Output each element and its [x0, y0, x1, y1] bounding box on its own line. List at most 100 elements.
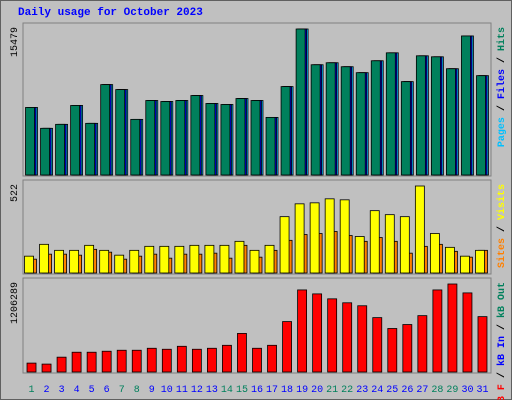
bar: [234, 240, 245, 274]
bar: [477, 316, 488, 373]
legend: Sites / Visits: [496, 184, 508, 268]
bar: [115, 89, 126, 176]
legend-separator: /: [496, 51, 508, 69]
bar: [131, 349, 142, 373]
y-tick-label: 522: [10, 184, 21, 202]
bar: [294, 203, 305, 274]
bar: [174, 245, 185, 274]
bar: [282, 321, 292, 373]
bar: [327, 298, 338, 373]
bar: [340, 66, 351, 176]
x-tick-label: 28: [431, 385, 443, 396]
x-tick-label: 9: [149, 385, 155, 396]
bar: [357, 305, 368, 373]
y-tick-label: 1206289: [10, 282, 21, 324]
bar: [309, 202, 320, 274]
x-tick-label: 14: [221, 385, 233, 396]
bar: [40, 127, 50, 176]
bar: [24, 255, 34, 274]
x-tick-label: 3: [59, 385, 65, 396]
x-tick-label: 8: [134, 385, 140, 396]
y-tick-label: 15479: [10, 27, 21, 57]
bar: [26, 362, 37, 373]
bar: [189, 244, 200, 274]
bar: [85, 122, 96, 176]
x-tick-label: 24: [371, 385, 383, 396]
bar: [354, 236, 365, 274]
legend-separator: /: [496, 99, 508, 117]
x-tick-label: 20: [311, 385, 323, 396]
bar: [25, 107, 35, 176]
bar: [56, 356, 67, 373]
bar: [191, 348, 202, 373]
bar: [190, 95, 201, 176]
bar: [280, 86, 291, 176]
bar: [324, 198, 335, 274]
bar: [430, 56, 441, 176]
legend-entry: Sites: [496, 238, 508, 268]
bar: [159, 245, 170, 274]
x-tick-label: 4: [74, 385, 80, 396]
bar: [250, 100, 261, 176]
bar: [86, 351, 97, 373]
x-tick-label: 18: [281, 385, 293, 396]
bar: [55, 123, 65, 176]
legend-entry: kB In: [496, 336, 508, 366]
bar: [267, 344, 277, 373]
bar: [415, 55, 426, 176]
bar: [39, 243, 49, 274]
x-tick-label: 23: [356, 385, 368, 396]
bar: [264, 244, 275, 274]
bar: [84, 244, 95, 274]
bar: [370, 60, 381, 176]
bar: [237, 333, 247, 373]
bar: [160, 101, 171, 176]
bar: [372, 317, 383, 373]
bar: [129, 249, 140, 274]
bar: [399, 216, 410, 274]
bar: [205, 103, 216, 176]
x-tick-label: 26: [401, 385, 413, 396]
legend-separator: /: [496, 366, 508, 384]
bar: [176, 345, 187, 373]
x-tick-label: 15: [236, 385, 248, 396]
bar: [384, 214, 395, 274]
bar: [99, 249, 110, 274]
legend-entry: kB F: [496, 384, 508, 400]
legend: kB F / kB In / kB Out: [496, 282, 508, 400]
bar: [41, 363, 52, 373]
legend-entry: Files: [496, 69, 508, 99]
bar: [310, 64, 321, 176]
bar: [100, 84, 111, 176]
bar: [325, 62, 336, 176]
bar: [312, 293, 323, 373]
legend-separator: /: [496, 220, 508, 238]
x-tick-label: 7: [119, 385, 125, 396]
bar: [355, 72, 366, 176]
x-tick-label: 25: [386, 385, 398, 396]
bar: [402, 324, 413, 373]
bar: [222, 344, 232, 373]
bar: [417, 315, 428, 373]
bar: [445, 246, 455, 274]
x-tick-label: 31: [476, 385, 488, 396]
bar: [339, 199, 350, 274]
bar: [387, 328, 398, 373]
bar: [70, 105, 81, 176]
bar: [475, 249, 485, 274]
bar: [235, 98, 246, 176]
bar: [297, 289, 307, 373]
bar: [385, 52, 396, 176]
bar: [342, 302, 353, 373]
bar: [252, 347, 262, 373]
bar: [369, 210, 380, 274]
legend-entry: Visits: [496, 184, 508, 220]
bar: [265, 116, 276, 176]
bar: [161, 348, 172, 373]
x-tick-label: 1: [29, 385, 35, 396]
x-tick-label: 17: [266, 385, 278, 396]
chart-title: Daily usage for October 2023: [18, 7, 203, 19]
bar: [144, 245, 155, 274]
